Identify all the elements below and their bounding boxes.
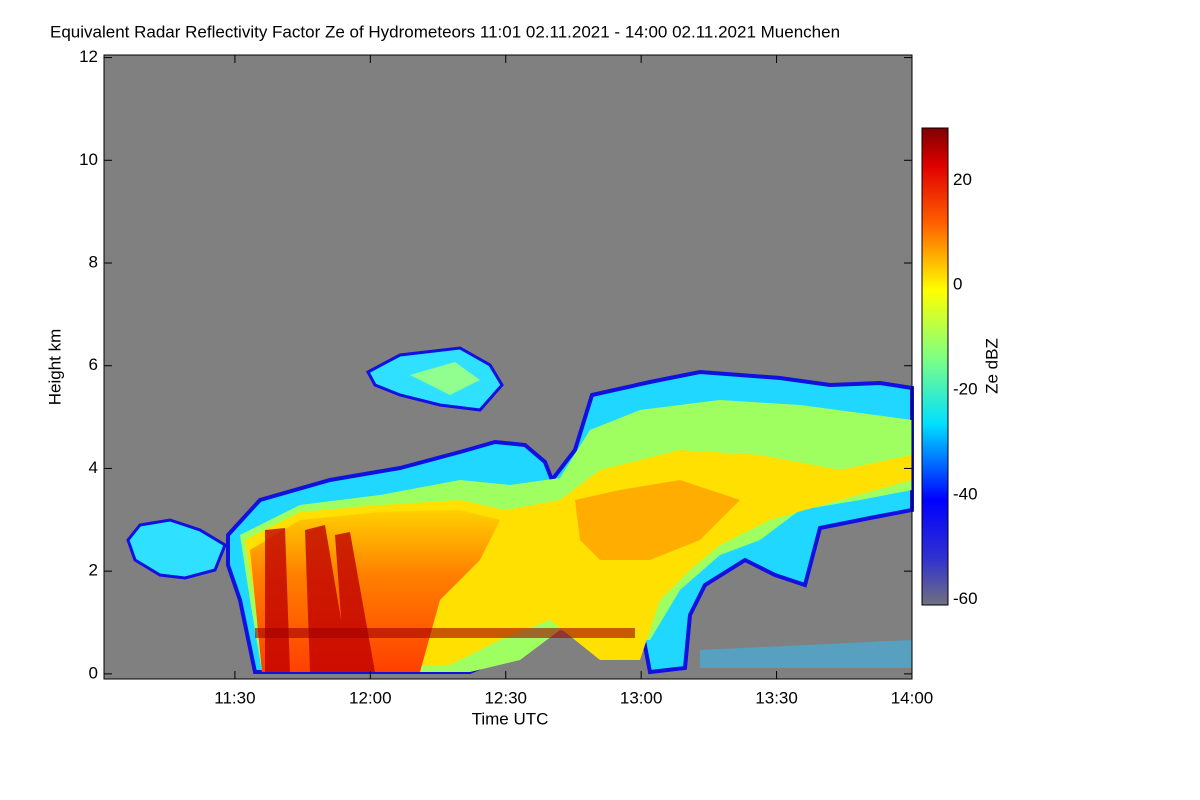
colorbar [921,127,949,606]
x-tick-label: 12:30 [484,688,527,707]
radar-field [104,55,914,679]
colorbar-tick-label: 0 [953,275,962,294]
y-tick-label: 10 [79,150,98,169]
y-tick-label: 2 [89,561,98,580]
x-tick-label: 11:30 [214,688,255,707]
x-tick-label: 12:00 [349,688,392,707]
colorbar-tick-label: -60 [953,589,978,608]
colorbar-tick-label: 20 [953,170,972,189]
y-tick-label: 6 [89,355,98,374]
y-tick-label: 12 [79,47,98,66]
colorbar-tick-label: -20 [953,380,978,399]
plot-frame [103,54,913,680]
x-axis-label: Time UTC [472,709,549,728]
x-tick-label: 14:00 [891,688,934,707]
colorbar-label: Ze dBZ [982,338,1001,394]
x-tick-label: 13:00 [620,688,663,707]
colorbar-tick-label: -40 [953,484,978,503]
x-tick-label: 13:30 [755,688,798,707]
y-axis-label: Height km [45,329,64,406]
y-tick-label: 4 [89,458,98,477]
chart-title: Equivalent Radar Reflectivity Factor Ze … [50,22,840,41]
y-tick-label: 8 [89,252,98,271]
y-tick-label: 0 [89,663,98,682]
